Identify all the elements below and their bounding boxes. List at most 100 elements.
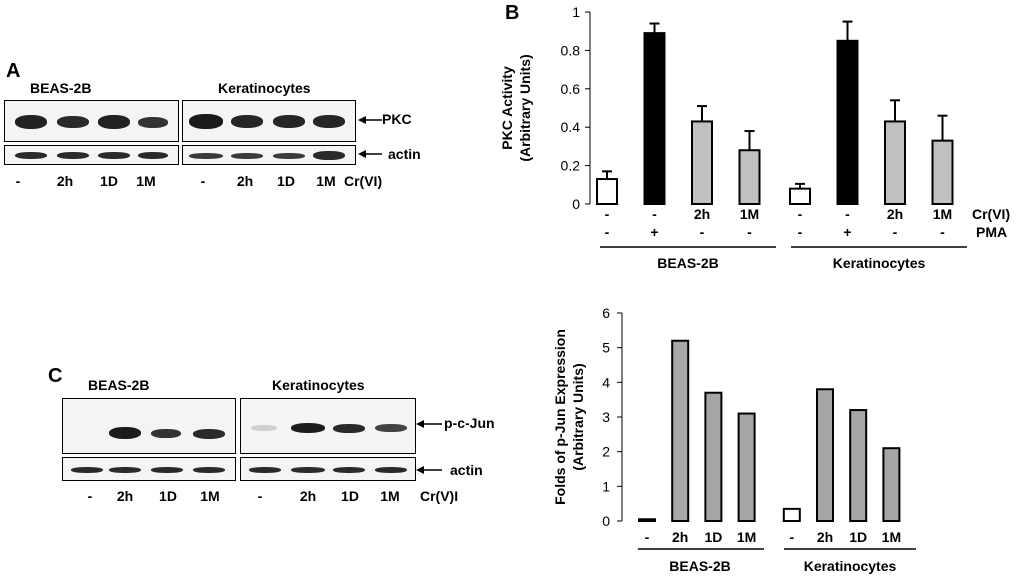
bar — [737, 412, 756, 522]
lane-label: 1M — [316, 173, 336, 189]
y-axis-label-line1: PKC Activity — [499, 66, 515, 150]
panel-a-treatment: Cr(VI) — [344, 173, 383, 189]
y-tick-label: 6 — [602, 305, 610, 321]
bar — [671, 339, 690, 522]
category-label: - — [789, 529, 794, 545]
pjun-expression-chart: 0 1 2 3 4 5 6 Folds of p-Jun Expression (Arbitra… — [552, 305, 916, 574]
bar — [782, 507, 801, 523]
actin-blot-c-beas — [62, 457, 236, 481]
bar — [931, 139, 954, 205]
lane-label: 1D — [277, 173, 295, 189]
y-tick-label: 5 — [602, 340, 610, 356]
bar — [596, 178, 618, 205]
category-label: - — [645, 529, 650, 545]
y-axis-label-line2: (Arbitrary Units) — [570, 363, 586, 470]
category-label: 2h — [817, 529, 833, 545]
category-label-row1: - — [652, 206, 657, 222]
actin-blot-c-keratinocytes — [240, 457, 416, 481]
category-label-row1: 2h — [694, 206, 710, 222]
category-label-row2: - — [700, 224, 705, 240]
category-label-row2: - — [605, 224, 610, 240]
category-label: 1M — [882, 529, 901, 545]
y-tick-label: 1 — [602, 478, 610, 494]
bar — [704, 391, 723, 522]
lane-label: 1M — [380, 488, 400, 504]
row1-name: Cr(VI) — [972, 206, 1010, 222]
panel-c-arrows — [416, 420, 442, 474]
category-label-row2: - — [940, 224, 945, 240]
pcjun-blot-keratinocytes — [240, 398, 416, 454]
category-label-row1: - — [798, 206, 803, 222]
bar — [836, 39, 859, 205]
category-label: 1M — [737, 529, 756, 545]
panel-c-treatment: Cr(V)I — [420, 488, 459, 504]
pcjun-blot-beas — [62, 398, 236, 454]
pkc-activity-chart: 0 0.2 0.4 0.6 0.8 1 PKC Activity (Arbitrary Uni… — [499, 4, 1010, 271]
y-tick-label: 2 — [602, 444, 610, 460]
bar — [789, 187, 811, 205]
bar — [816, 388, 834, 523]
actin-target-label-c: actin — [450, 462, 483, 478]
lane-label: 1D — [341, 488, 359, 504]
category-label-row2: - — [798, 224, 803, 240]
lane-label: - — [15, 173, 21, 189]
lane-label: 2h — [236, 173, 254, 189]
bar — [882, 447, 901, 522]
y-tick-label: 0.8 — [561, 42, 581, 58]
group-label: BEAS-2B — [657, 255, 718, 271]
lane-label: 2h — [299, 488, 317, 504]
panel-c-group-keratinocytes: Keratinocytes — [272, 377, 365, 393]
lane-label: 1M — [200, 488, 220, 504]
category-label: 1D — [849, 529, 867, 545]
y-tick-label: 3 — [602, 409, 610, 425]
y-axis-label-line2: (Arbitrary Units) — [517, 54, 533, 161]
panel-a-arrows — [358, 116, 382, 158]
y-tick-label: 1 — [572, 4, 580, 20]
bar — [643, 32, 666, 206]
bar — [638, 518, 656, 522]
actin-blot-a-keratinocytes — [182, 145, 356, 165]
category-label-row1: 2h — [887, 206, 903, 222]
bar — [884, 120, 906, 205]
category-label-row1: 1M — [740, 206, 759, 222]
y-tick-label: 4 — [602, 374, 610, 390]
panel-a-group-keratinocytes: Keratinocytes — [218, 80, 311, 96]
category-label-row2: - — [893, 224, 898, 240]
actin-target-label-a: actin — [388, 146, 421, 162]
bar — [691, 120, 713, 205]
pkc-blot-beas — [4, 100, 179, 142]
panel-a-letter: A — [6, 60, 21, 82]
lane-label: 1D — [159, 488, 177, 504]
y-tick-label: 0.6 — [561, 81, 581, 97]
pcjun-target-label: p-c-Jun — [444, 415, 495, 431]
lane-label: 2h — [56, 173, 74, 189]
panel-c-group-beas: BEAS-2B — [88, 377, 150, 393]
actin-blot-a-beas — [4, 145, 179, 165]
category-label-row2: + — [843, 224, 851, 240]
category-label-row2: - — [747, 224, 752, 240]
panel-a-group-beas: BEAS-2B — [30, 80, 92, 96]
category-label-row2: + — [650, 224, 658, 240]
row2-name: PMA — [976, 224, 1007, 240]
pkc-target-label: PKC — [382, 111, 412, 127]
y-axis-label-line1: Folds of p-Jun Expression — [552, 329, 568, 505]
lane-label: 2h — [116, 488, 134, 504]
lane-label: - — [257, 488, 263, 504]
panel-c-letter: C — [48, 365, 63, 387]
lane-label: 1D — [100, 173, 118, 189]
y-tick-label: 0.4 — [561, 119, 581, 135]
category-label-row1: 1M — [933, 206, 952, 222]
bar — [849, 409, 868, 522]
lane-label: 1M — [136, 173, 156, 189]
bar — [738, 149, 761, 206]
category-label: 1D — [704, 529, 722, 545]
category-label: 2h — [672, 529, 688, 545]
lane-label: - — [200, 173, 206, 189]
group-label: Keratinocytes — [804, 558, 897, 574]
y-tick-label: 0 — [602, 513, 610, 529]
y-tick-label: 0 — [572, 196, 580, 212]
panel-b-letter: B — [505, 2, 520, 24]
pkc-blot-keratinocytes — [182, 100, 356, 142]
category-label-row1: - — [605, 206, 610, 222]
category-label-row1: - — [845, 206, 850, 222]
